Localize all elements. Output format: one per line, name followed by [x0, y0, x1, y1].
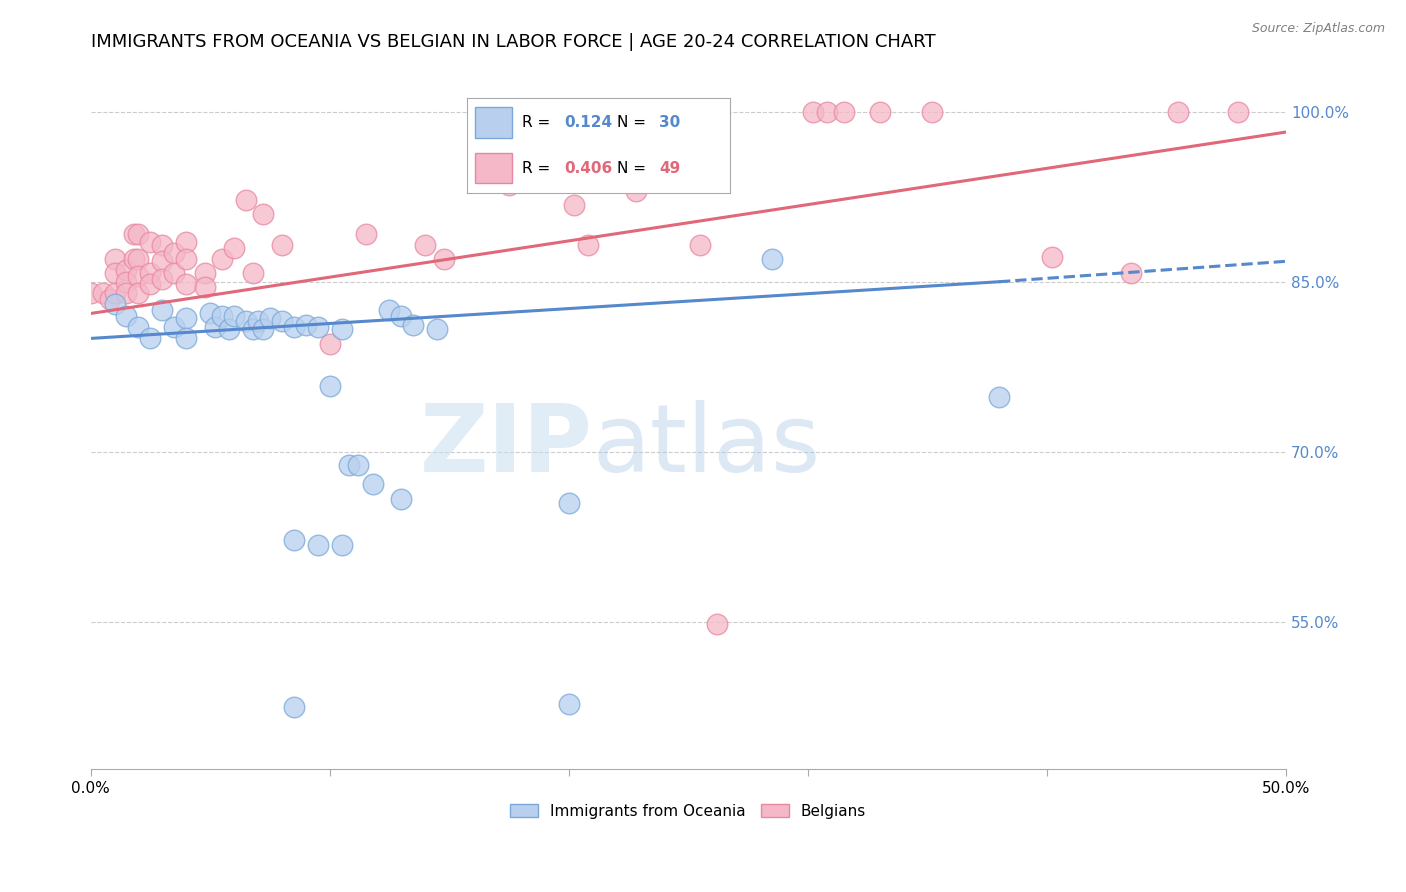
- Point: [318, 379, 340, 393]
- Point: [174, 311, 197, 326]
- Point: [988, 390, 1011, 404]
- Point: [122, 252, 145, 266]
- Point: [389, 492, 412, 507]
- Point: [79, 286, 101, 301]
- Point: [163, 266, 186, 280]
- Point: [198, 306, 221, 320]
- Point: [235, 314, 257, 328]
- Point: [174, 235, 197, 249]
- Point: [103, 252, 125, 266]
- Point: [389, 309, 412, 323]
- Point: [815, 104, 838, 119]
- Point: [283, 320, 305, 334]
- Point: [211, 309, 233, 323]
- Point: [127, 320, 149, 334]
- Point: [222, 241, 245, 255]
- Point: [150, 238, 173, 252]
- Point: [283, 533, 305, 548]
- Point: [706, 617, 728, 632]
- Point: [689, 238, 711, 252]
- Point: [163, 246, 186, 260]
- Point: [832, 104, 855, 119]
- Point: [259, 311, 281, 326]
- Point: [270, 314, 292, 328]
- Point: [246, 314, 269, 328]
- Point: [558, 697, 581, 711]
- Point: [252, 322, 274, 336]
- Point: [174, 252, 197, 266]
- Point: [426, 322, 449, 336]
- Point: [347, 458, 370, 473]
- Point: [174, 331, 197, 345]
- Point: [562, 197, 585, 211]
- Point: [204, 320, 226, 334]
- Point: [127, 286, 149, 301]
- Point: [1119, 266, 1142, 280]
- Point: [127, 252, 149, 266]
- Point: [283, 700, 305, 714]
- Point: [330, 322, 353, 336]
- Point: [413, 238, 436, 252]
- Point: [337, 458, 360, 473]
- Text: atlas: atlas: [593, 400, 821, 491]
- Point: [576, 238, 599, 252]
- Point: [354, 227, 377, 241]
- Point: [378, 303, 401, 318]
- Point: [624, 184, 647, 198]
- Point: [330, 538, 353, 552]
- Point: [139, 235, 162, 249]
- Point: [115, 286, 138, 301]
- Point: [498, 178, 520, 193]
- Point: [318, 337, 340, 351]
- Point: [761, 252, 783, 266]
- Point: [150, 254, 173, 268]
- Point: [402, 318, 425, 332]
- Point: [869, 104, 891, 119]
- Point: [307, 538, 329, 552]
- Point: [921, 104, 943, 119]
- Point: [139, 266, 162, 280]
- Point: [194, 266, 217, 280]
- Point: [163, 320, 186, 334]
- Point: [242, 266, 264, 280]
- Point: [127, 227, 149, 241]
- Point: [361, 476, 384, 491]
- Point: [558, 496, 581, 510]
- Point: [98, 292, 121, 306]
- Point: [222, 309, 245, 323]
- Point: [235, 193, 257, 207]
- Point: [174, 277, 197, 291]
- Text: Source: ZipAtlas.com: Source: ZipAtlas.com: [1251, 22, 1385, 36]
- Text: ZIP: ZIP: [420, 400, 593, 491]
- Point: [307, 320, 329, 334]
- Point: [194, 280, 217, 294]
- Point: [294, 318, 316, 332]
- Point: [150, 303, 173, 318]
- Point: [1167, 104, 1189, 119]
- Point: [115, 309, 138, 323]
- Point: [127, 268, 149, 283]
- Point: [103, 286, 125, 301]
- Point: [115, 263, 138, 277]
- Point: [270, 238, 292, 252]
- Point: [252, 207, 274, 221]
- Point: [218, 322, 240, 336]
- Point: [122, 227, 145, 241]
- Point: [211, 252, 233, 266]
- Point: [150, 272, 173, 286]
- Point: [139, 277, 162, 291]
- Point: [115, 275, 138, 289]
- Text: IMMIGRANTS FROM OCEANIA VS BELGIAN IN LABOR FORCE | AGE 20-24 CORRELATION CHART: IMMIGRANTS FROM OCEANIA VS BELGIAN IN LA…: [90, 33, 935, 51]
- Point: [139, 331, 162, 345]
- Point: [801, 104, 824, 119]
- Point: [433, 252, 456, 266]
- Point: [1227, 104, 1250, 119]
- Legend: Immigrants from Oceania, Belgians: Immigrants from Oceania, Belgians: [505, 797, 872, 825]
- Point: [1040, 250, 1063, 264]
- Point: [103, 266, 125, 280]
- Point: [103, 297, 125, 311]
- Point: [91, 286, 114, 301]
- Point: [242, 322, 264, 336]
